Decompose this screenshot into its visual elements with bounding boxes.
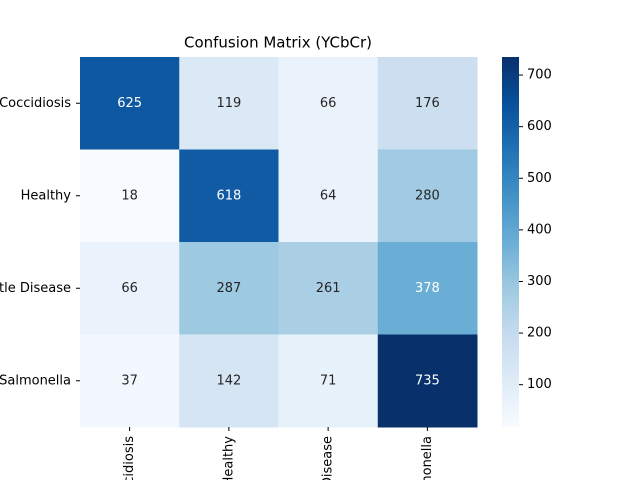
colorbar-tick-label: 200: [527, 326, 552, 341]
cell-label: 176: [415, 96, 440, 111]
heatmap-cell: [179, 57, 279, 150]
colorbar-tick-label: 500: [527, 171, 552, 186]
cell-label: 287: [216, 281, 241, 296]
heatmap-cell: [179, 242, 279, 335]
colorbar-tick-label: 300: [527, 274, 552, 289]
heatmap-cell: [278, 57, 379, 150]
heatmap-cell: [179, 149, 279, 243]
cell-label: 261: [316, 281, 341, 296]
heatmap-cell: [80, 149, 180, 243]
cell-label: 735: [415, 373, 440, 388]
heatmap-cell: [278, 149, 379, 243]
y-tick-label: New Castle Disease: [0, 281, 71, 296]
x-tick-label: Healthy: [221, 436, 236, 480]
y-tick-label: Coccidiosis: [0, 96, 71, 111]
x-tick-label: Salmonella: [420, 436, 435, 480]
cell-label: 66: [121, 281, 138, 296]
cell-label: 71: [320, 373, 337, 388]
heatmap-cell: [278, 242, 379, 335]
x-tick-label: New Castle Disease: [321, 436, 336, 480]
colorbar: [502, 57, 519, 427]
cell-label: 66: [320, 96, 337, 111]
heatmap-cell: [80, 242, 180, 335]
chart-title: Confusion Matrix (YCbCr): [184, 34, 372, 52]
cell-label: 18: [121, 188, 138, 203]
cell-label: 64: [320, 188, 337, 203]
cell-label: 625: [117, 96, 142, 111]
cell-label: 37: [121, 373, 138, 388]
heatmap-cell: [377, 149, 478, 243]
heatmap-cell: [80, 334, 180, 428]
colorbar-tick-label: 600: [527, 119, 552, 134]
heatmap-cell: [179, 334, 279, 428]
heatmap-cell: [377, 57, 478, 150]
heatmap-cell: [377, 242, 478, 335]
colorbar-tick-label: 100: [527, 377, 552, 392]
heatmap-cell: [278, 334, 379, 428]
colorbar-tick-label: 700: [527, 68, 552, 83]
x-tick-label: Coccidiosis: [122, 436, 137, 480]
colorbar-tick-label: 400: [527, 222, 552, 237]
cell-label: 378: [415, 281, 440, 296]
cell-label: 142: [216, 373, 241, 388]
cell-label: 618: [216, 188, 241, 203]
y-tick-label: Healthy: [21, 188, 72, 203]
cell-label: 280: [415, 188, 440, 203]
y-tick-label: Salmonella: [0, 373, 71, 388]
heatmap-cell: [377, 334, 478, 428]
heatmap-cell: [80, 57, 180, 150]
cell-label: 119: [216, 96, 241, 111]
